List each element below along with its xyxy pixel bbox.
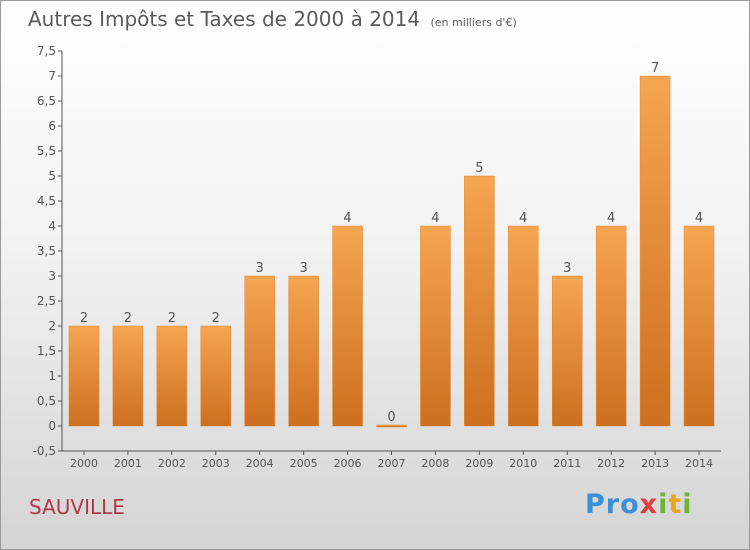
bar xyxy=(376,424,407,428)
x-tick-label: 2000 xyxy=(70,457,98,470)
x-tick-label: 2002 xyxy=(158,457,186,470)
y-tick-label: 4 xyxy=(48,219,56,233)
y-tick-label: 3 xyxy=(48,269,56,283)
y-tick-label: 6 xyxy=(48,119,56,133)
x-tick-label: 2008 xyxy=(421,457,449,470)
value-label: 4 xyxy=(519,211,527,226)
x-tick-label: 2014 xyxy=(685,457,713,470)
x-tick-label: 2009 xyxy=(465,457,493,470)
x-tick-label: 2013 xyxy=(641,457,669,470)
x-tick-label: 2012 xyxy=(597,457,625,470)
y-tick-label: 7,5 xyxy=(37,44,56,58)
proxiti-logo: Proxiti xyxy=(585,489,693,520)
logo-part-t: t xyxy=(668,489,683,520)
value-label: 4 xyxy=(431,211,439,226)
bar xyxy=(683,225,715,427)
x-tick-label: 2011 xyxy=(553,457,581,470)
x-tick-label: 2004 xyxy=(246,457,274,470)
value-label: 2 xyxy=(212,311,220,326)
y-tick-label: 4,5 xyxy=(37,194,56,208)
bar xyxy=(639,75,671,427)
bar xyxy=(420,225,451,427)
value-label: 3 xyxy=(299,261,307,276)
value-label: 0 xyxy=(387,410,395,425)
bar xyxy=(244,275,275,427)
value-label: 4 xyxy=(343,211,351,226)
title-unit: (en milliers d'€) xyxy=(430,16,517,29)
y-tick-label: 5,5 xyxy=(37,144,56,158)
logo-part-pro: Pro xyxy=(585,489,640,520)
value-label: 4 xyxy=(695,211,703,226)
y-tick-label: 0,5 xyxy=(37,394,56,408)
bar xyxy=(68,325,100,427)
y-tick-label: 1,5 xyxy=(37,344,56,358)
commune-name: SAUVILLE xyxy=(29,495,125,519)
value-label: 2 xyxy=(124,311,132,326)
title-main: Autres Impôts et Taxes de 2000 à 2014 xyxy=(28,7,421,31)
y-tick-label: 7 xyxy=(48,69,56,83)
value-label: 3 xyxy=(256,261,264,276)
y-tick-label: 2,5 xyxy=(37,294,56,308)
logo-part-x: x xyxy=(639,489,659,520)
bar xyxy=(551,275,583,427)
bar xyxy=(156,325,188,427)
bar xyxy=(508,225,539,427)
x-tick-label: 2007 xyxy=(378,457,406,470)
x-tick-label: 2006 xyxy=(334,457,362,470)
y-tick-label: -0,5 xyxy=(33,444,56,458)
x-tick-label: 2005 xyxy=(290,457,318,470)
x-tick-label: 2003 xyxy=(202,457,230,470)
bar xyxy=(332,225,363,427)
logo-part-i: i xyxy=(658,489,669,520)
y-tick-label: 0 xyxy=(48,419,56,433)
value-label: 7 xyxy=(651,61,659,76)
bar xyxy=(112,325,144,427)
value-label: 2 xyxy=(80,311,88,326)
value-label: 5 xyxy=(475,161,483,176)
chart-title: Autres Impôts et Taxes de 2000 à 2014 (e… xyxy=(28,7,517,31)
bar xyxy=(200,325,232,427)
y-tick-label: 1 xyxy=(48,369,56,383)
x-tick-label: 2001 xyxy=(114,457,142,470)
value-label: 2 xyxy=(168,311,176,326)
x-tick-label: 2010 xyxy=(509,457,537,470)
bar xyxy=(288,275,319,427)
y-tick-label: 3,5 xyxy=(37,244,56,258)
value-label: 4 xyxy=(607,211,615,226)
bar xyxy=(464,175,495,427)
logo-part-i2: i xyxy=(682,489,693,520)
bar xyxy=(595,225,627,427)
value-label: 3 xyxy=(563,261,571,276)
y-tick-label: 5 xyxy=(48,169,56,183)
y-tick-label: 6,5 xyxy=(37,94,56,108)
y-tick-label: 2 xyxy=(48,319,56,333)
